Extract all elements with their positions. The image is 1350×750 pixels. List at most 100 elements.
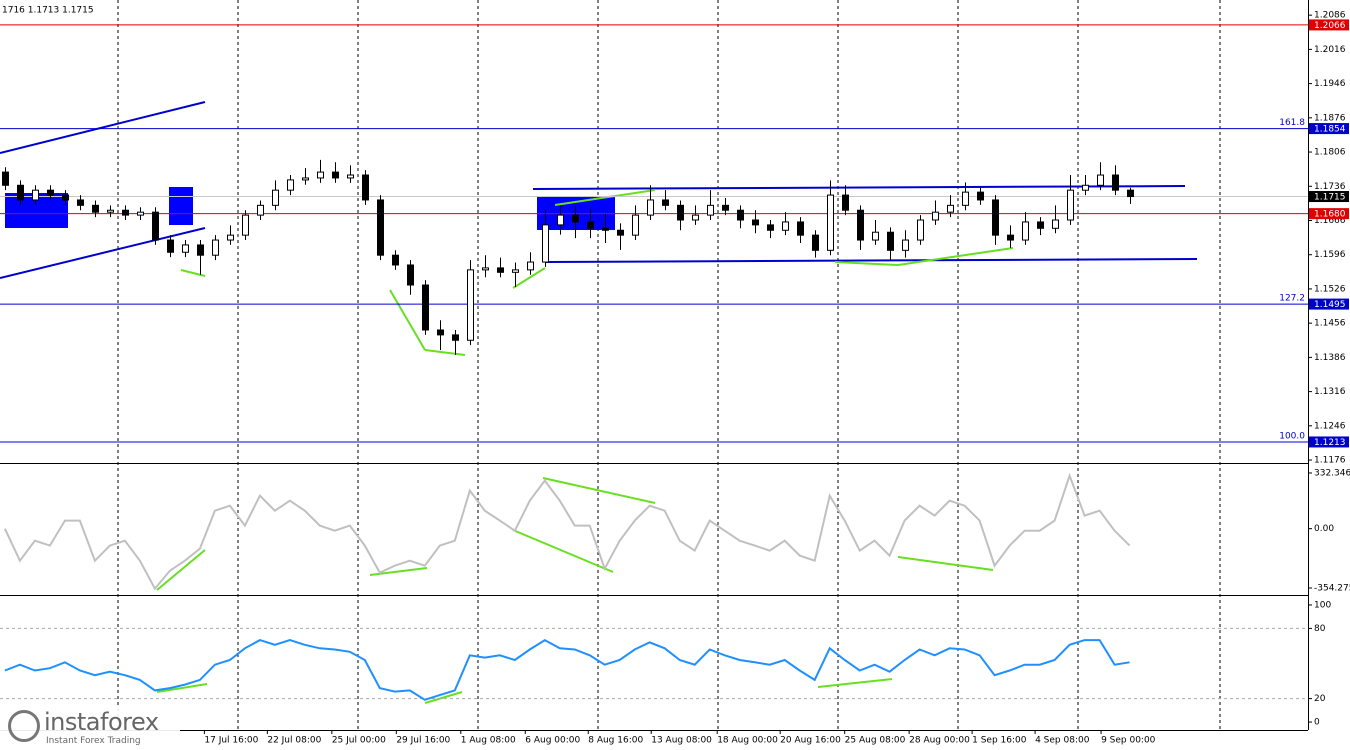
price-box <box>1309 298 1349 310</box>
x-tick-label: 29 Jul 16:00 <box>396 736 450 746</box>
candle-body <box>332 171 339 179</box>
candle-body <box>887 231 894 251</box>
candle-body <box>182 244 189 253</box>
candle-body <box>347 174 354 179</box>
y-tick-label: 1.2016 <box>1314 45 1346 55</box>
fib-label: 127.2 <box>1279 294 1305 304</box>
candle-body <box>617 229 624 236</box>
x-tick-label: 20 Aug 16:00 <box>780 736 841 746</box>
candle-body <box>452 334 459 341</box>
candle-body <box>212 239 219 256</box>
candle-body <box>947 204 954 213</box>
candle-body <box>962 191 969 206</box>
y-tick-label: 1.1526 <box>1314 284 1346 294</box>
candle-body <box>587 221 594 229</box>
candle-body <box>812 234 819 251</box>
candle-body <box>602 227 609 231</box>
candle-body <box>167 239 174 253</box>
candle-body <box>767 224 774 231</box>
y-tick-label: 1.1666 <box>1314 216 1346 226</box>
candle-body <box>662 199 669 206</box>
candle-body <box>992 199 999 236</box>
candle-body <box>122 209 129 216</box>
y-tick-label: 1.1736 <box>1314 182 1346 192</box>
y-tick-label: 20 <box>1314 694 1326 704</box>
candle-body <box>932 211 939 221</box>
candle-body <box>707 204 714 216</box>
candle-body <box>917 219 924 241</box>
x-tick-label: 1 Aug 08:00 <box>461 736 516 746</box>
candle-body <box>857 209 864 241</box>
candle-body <box>362 174 369 201</box>
candle-body <box>677 204 684 221</box>
x-tick-label: 28 Aug 00:00 <box>909 736 970 746</box>
y-tick-label: -354.2759 <box>1314 584 1350 594</box>
candle-body <box>317 171 324 179</box>
divergence-lines <box>156 189 1014 704</box>
y-tick-label: 1.1176 <box>1314 456 1346 466</box>
candle-body <box>497 267 504 273</box>
y-tick-label: 1.1246 <box>1314 421 1346 431</box>
x-tick-label: 6 Aug 00:00 <box>525 736 580 746</box>
candle-body <box>197 244 204 256</box>
candle-body <box>32 189 39 201</box>
candle-body <box>1097 174 1104 186</box>
y-tick-label: 1.1946 <box>1314 79 1346 89</box>
indicator-line <box>4 638 1130 701</box>
y-tick-label: 1.1876 <box>1314 113 1346 123</box>
header: 1716 1.1713 1.1715 <box>2 6 94 16</box>
candle-body <box>527 261 534 271</box>
session-separators <box>117 0 1221 730</box>
candle-body <box>1052 219 1059 229</box>
candle-body <box>542 224 549 263</box>
price-box-label: 1.2066 <box>1314 21 1346 31</box>
y-tick-label: 80 <box>1314 624 1326 634</box>
candle-body <box>242 214 249 236</box>
candle-body <box>92 204 99 213</box>
candle-body <box>722 204 729 211</box>
logo: instaforex Instant Forex Trading <box>0 706 180 750</box>
price-box <box>1309 123 1349 135</box>
candle-body <box>377 199 384 256</box>
x-tick-label: 4 Sep 08:00 <box>1035 736 1090 746</box>
candle-body <box>2 171 9 186</box>
candle-body <box>1067 189 1074 221</box>
candle-body <box>842 194 849 211</box>
candle-body <box>1112 174 1119 191</box>
indicator-line <box>3 472 1131 591</box>
candle-body <box>17 184 24 201</box>
price-box <box>1309 436 1349 448</box>
fib-label: 100.0 <box>1279 431 1305 441</box>
price-box-label: 1.1854 <box>1314 125 1346 135</box>
y-tick-label: 332.3467 <box>1314 468 1350 478</box>
candle-body <box>227 234 234 241</box>
y-tick-label: 1.2086 <box>1314 11 1346 21</box>
logo-tagline: Instant Forex Trading <box>46 736 141 746</box>
fib-label: 161.8 <box>1279 118 1305 128</box>
candle-body <box>557 214 564 226</box>
candle-body <box>422 284 429 331</box>
candle-body <box>302 177 309 181</box>
candle-body <box>137 211 144 216</box>
candle-body <box>152 211 159 241</box>
candle-body <box>1022 221 1029 241</box>
candle-body <box>62 194 69 201</box>
candle-body <box>632 214 639 236</box>
candle-body <box>392 254 399 266</box>
x-tick-label: 9 Sep 00:00 <box>1101 736 1156 746</box>
x-tick-label: 17 Jul 16:00 <box>204 736 258 746</box>
candle-body <box>1037 221 1044 229</box>
y-tick-label: 0 <box>1314 718 1320 728</box>
x-tick-label: 13 Aug 08:00 <box>651 736 712 746</box>
panel-borders <box>0 0 1309 731</box>
x-tick-label: 25 Jul 00:00 <box>332 736 386 746</box>
y-tick-label: 1.1806 <box>1314 148 1346 158</box>
price-box <box>1309 191 1349 203</box>
price-box-label: 1.1680 <box>1314 210 1346 220</box>
candle-body <box>1082 184 1089 191</box>
x-tick-label: 25 Aug 08:00 <box>845 736 906 746</box>
x-tick-label: 8 Aug 16:00 <box>588 736 643 746</box>
candle-body <box>77 199 84 206</box>
x-tick-label: 22 Jul 08:00 <box>267 736 321 746</box>
